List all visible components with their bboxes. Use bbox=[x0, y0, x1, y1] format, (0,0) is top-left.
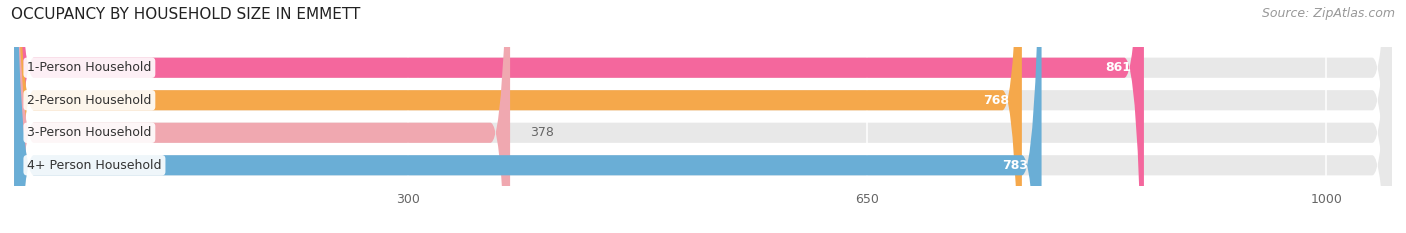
FancyBboxPatch shape bbox=[14, 0, 1392, 233]
FancyBboxPatch shape bbox=[14, 0, 1392, 233]
FancyBboxPatch shape bbox=[14, 0, 1022, 233]
Text: 783: 783 bbox=[1002, 159, 1028, 172]
FancyBboxPatch shape bbox=[14, 0, 1144, 233]
FancyBboxPatch shape bbox=[14, 0, 1042, 233]
Text: 2-Person Household: 2-Person Household bbox=[27, 94, 152, 107]
Text: 768: 768 bbox=[983, 94, 1008, 107]
FancyBboxPatch shape bbox=[14, 0, 510, 233]
Text: 3-Person Household: 3-Person Household bbox=[27, 126, 152, 139]
FancyBboxPatch shape bbox=[14, 0, 1392, 233]
Text: OCCUPANCY BY HOUSEHOLD SIZE IN EMMETT: OCCUPANCY BY HOUSEHOLD SIZE IN EMMETT bbox=[11, 7, 360, 22]
Text: Source: ZipAtlas.com: Source: ZipAtlas.com bbox=[1261, 7, 1395, 20]
Text: 378: 378 bbox=[530, 126, 554, 139]
FancyBboxPatch shape bbox=[14, 0, 1392, 233]
Text: 1-Person Household: 1-Person Household bbox=[27, 61, 152, 74]
Text: 4+ Person Household: 4+ Person Household bbox=[27, 159, 162, 172]
Text: 861: 861 bbox=[1105, 61, 1130, 74]
